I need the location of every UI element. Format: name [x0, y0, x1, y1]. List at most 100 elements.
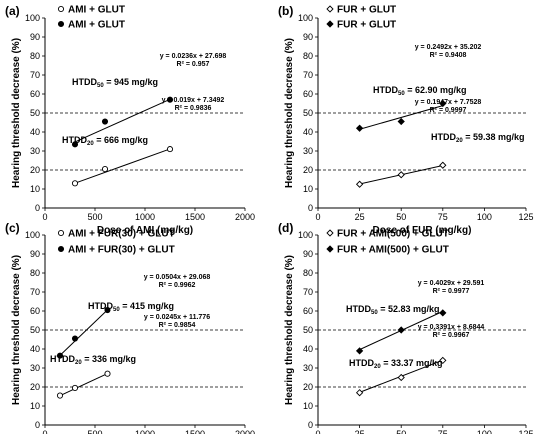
legend-marker-1	[57, 20, 65, 28]
x-tick-label-2: 1000	[135, 429, 155, 434]
y-tick-label-8: 80	[30, 51, 40, 61]
r-squared-0: R² = 0.9836	[175, 105, 212, 112]
htdd-label-1: HTDD50 = 415 mg/kg	[88, 301, 174, 313]
y-tick-label-10: 100	[25, 230, 40, 240]
panel-1: 0 10 20 30 40 50 60 70 80 90 100 0 25 50 75 100 125 Dose …	[278, 4, 534, 236]
legend-marker-0	[326, 229, 334, 237]
equation-1: y = 0.0504x + 29.068	[144, 274, 211, 281]
data-point-0-0	[56, 392, 64, 399]
y-tick-label-8: 80	[303, 268, 313, 278]
x-tick-label-3: 1500	[185, 429, 205, 434]
y-tick-label-1: 10	[303, 401, 313, 411]
data-point-1-0	[56, 352, 64, 359]
y-tick-label-10: 100	[298, 13, 313, 23]
data-point-0-2	[439, 161, 447, 169]
y-tick-label-9: 90	[30, 249, 40, 259]
y-tick-label-1: 10	[30, 401, 40, 411]
y-tick-label-2: 20	[303, 165, 313, 175]
y-tick-label-4: 40	[303, 127, 313, 137]
panel-label: (c)	[5, 221, 20, 235]
legend-marker-0	[326, 5, 334, 13]
data-point-0-1	[397, 373, 405, 382]
x-tick-label-5: 125	[518, 212, 533, 222]
y-tick-label-5: 50	[30, 325, 40, 335]
equation-1: y = 0.2492x + 35.202	[415, 44, 482, 51]
x-tick-label-4: 2000	[235, 429, 255, 434]
trendline-1	[74, 98, 171, 143]
htdd-label-0: HTDD20 = 59.38 mg/kg	[431, 132, 524, 144]
r-squared-0: R² = 0.9997	[430, 107, 467, 114]
trendline-1	[359, 105, 443, 130]
data-point-1-0	[355, 347, 364, 355]
y-tick-label-7: 70	[30, 70, 40, 80]
data-point-1-1	[71, 335, 79, 342]
x-tick-label-0: 0	[42, 429, 47, 434]
data-point-0-2	[104, 370, 111, 377]
x-tick-label-1: 500	[87, 212, 102, 222]
y-tick-label-2: 20	[30, 382, 40, 392]
x-axis-label: Dose of FUR (mg/kg)	[373, 225, 472, 236]
legend-label-1: FUR + GLUT	[337, 20, 396, 31]
data-point-1-2	[166, 96, 174, 103]
htdd-label-1: HTDD50 = 945 mg/kg	[72, 77, 158, 89]
legend-label-0: AMI + GLUT	[68, 5, 125, 16]
r-squared-1: R² = 0.9977	[433, 288, 470, 295]
r-squared-0: R² = 0.9967	[433, 332, 470, 339]
r-squared-1: R² = 0.957	[177, 61, 210, 68]
data-point-0-1	[397, 171, 405, 179]
data-point-0-0	[355, 389, 364, 397]
x-tick-label-3: 75	[438, 212, 448, 222]
y-tick-label-0: 0	[35, 420, 40, 430]
y-tick-label-2: 20	[30, 165, 40, 175]
equation-0: y = 0.019x + 7.3492	[162, 97, 225, 104]
x-tick-label-1: 25	[355, 429, 365, 434]
data-point-1-1	[397, 326, 405, 334]
y-axis-label: Hearing threshold decrease (%)	[11, 38, 22, 188]
data-point-1-2	[439, 99, 447, 108]
legend-label-1: FUR + AMI(500) + GLUT	[337, 245, 449, 256]
data-point-1-0	[355, 124, 364, 132]
y-tick-label-6: 60	[303, 306, 313, 316]
legend-label-0: FUR + GLUT	[337, 5, 396, 16]
equation-0: y = 0.3391x + 8.6844	[418, 324, 485, 331]
y-tick-label-8: 80	[303, 51, 313, 61]
y-tick-label-4: 40	[30, 127, 40, 137]
htdd-label-0: HTDD20 = 666 mg/kg	[62, 135, 148, 147]
data-point-0-0	[355, 180, 364, 188]
x-tick-label-0: 0	[42, 212, 47, 222]
data-point-1-1	[397, 117, 405, 126]
data-point-1-2	[439, 309, 447, 317]
x-tick-label-1: 25	[355, 212, 365, 222]
y-tick-label-9: 90	[30, 32, 40, 42]
y-tick-label-5: 50	[30, 108, 40, 118]
x-tick-label-3: 75	[438, 429, 448, 434]
equation-1: y = 0.4029x + 29.591	[418, 280, 485, 287]
y-tick-label-6: 60	[303, 89, 313, 99]
x-tick-label-4: 100	[477, 212, 492, 222]
y-tick-label-6: 60	[30, 306, 40, 316]
y-tick-label-9: 90	[303, 32, 313, 42]
y-tick-label-1: 10	[30, 184, 40, 194]
y-tick-label-4: 40	[30, 344, 40, 354]
x-tick-label-2: 1000	[135, 212, 155, 222]
data-point-0-2	[166, 146, 174, 153]
y-tick-label-7: 70	[30, 287, 40, 297]
x-tick-label-3: 1500	[185, 212, 205, 222]
y-tick-label-1: 10	[303, 184, 313, 194]
y-tick-label-6: 60	[30, 89, 40, 99]
x-tick-label-1: 500	[87, 429, 102, 434]
trendline-0	[59, 373, 108, 397]
y-axis-label: Hearing threshold decrease (%)	[11, 255, 22, 405]
y-tick-label-4: 40	[303, 344, 313, 354]
y-tick-label-0: 0	[35, 203, 40, 213]
legend-label-1: AMI + FUR(30) + GLUT	[68, 245, 175, 256]
y-axis-label: Hearing threshold decrease (%)	[284, 38, 295, 188]
x-tick-label-0: 0	[315, 212, 320, 222]
panel-label: (a)	[5, 4, 20, 18]
r-squared-0: R² = 0.9854	[159, 322, 196, 329]
panel-2: 01020304050607080901000500100015002000Do…	[5, 221, 255, 439]
legend-marker-1	[326, 20, 334, 28]
